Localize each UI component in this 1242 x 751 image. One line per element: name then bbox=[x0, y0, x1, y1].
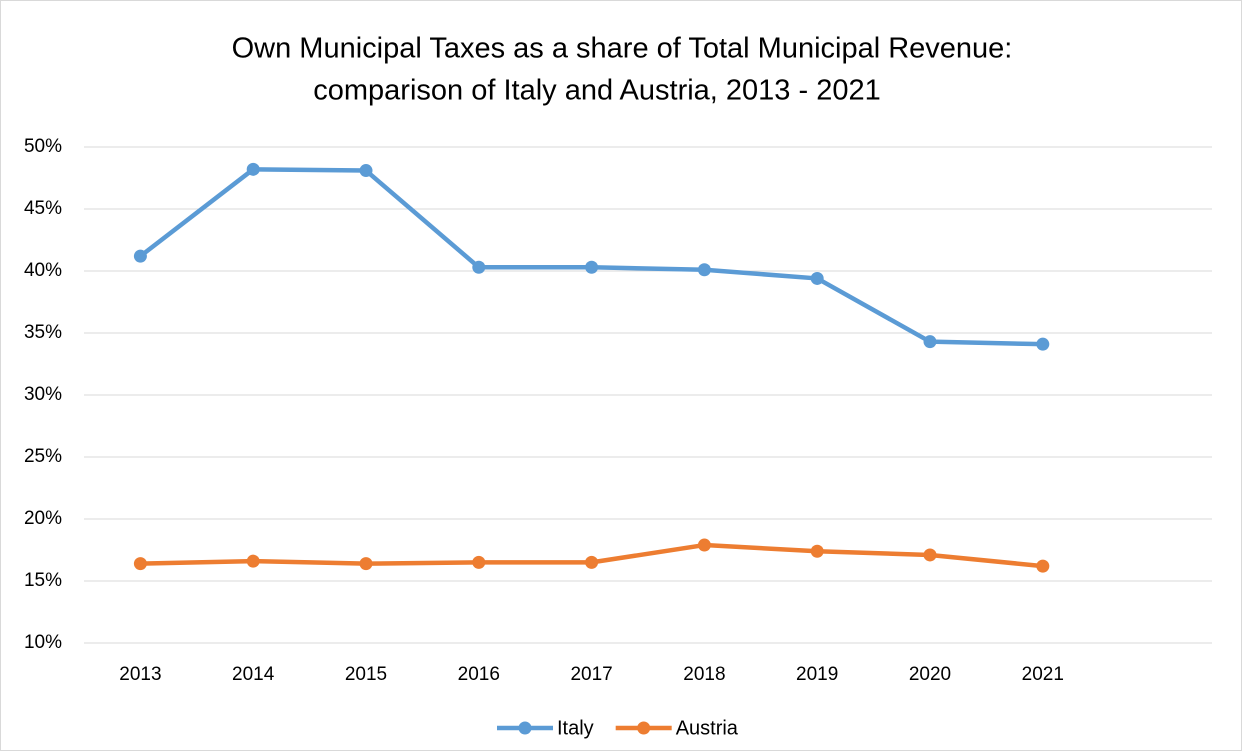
data-point bbox=[810, 271, 824, 285]
x-tick-label: 2016 bbox=[458, 664, 500, 685]
x-tick-label: 2021 bbox=[1022, 664, 1064, 685]
legend-label: Italy bbox=[557, 717, 594, 739]
x-tick-label: 2020 bbox=[909, 664, 951, 685]
y-tick-label: 30% bbox=[24, 384, 62, 405]
data-point bbox=[472, 555, 486, 569]
x-tick-label: 2015 bbox=[345, 664, 387, 685]
legend-marker bbox=[637, 721, 651, 735]
data-point bbox=[133, 557, 147, 571]
y-tick-label: 50% bbox=[24, 136, 62, 157]
data-point bbox=[133, 249, 147, 263]
y-tick-label: 35% bbox=[24, 322, 62, 343]
x-tick-label: 2014 bbox=[232, 664, 275, 685]
data-point bbox=[810, 544, 824, 558]
y-tick-label: 40% bbox=[24, 260, 62, 281]
data-point bbox=[697, 263, 711, 277]
data-point bbox=[246, 554, 260, 568]
x-tick-label: 2017 bbox=[570, 664, 612, 685]
data-point bbox=[585, 260, 599, 274]
x-tick-label: 2019 bbox=[796, 664, 838, 685]
data-point bbox=[1036, 337, 1050, 351]
chart-title: comparison of Italy and Austria, 2013 - … bbox=[313, 75, 880, 107]
y-tick-label: 20% bbox=[24, 508, 62, 529]
data-point bbox=[923, 335, 937, 349]
y-tick-label: 15% bbox=[24, 570, 62, 591]
x-tick-label: 2018 bbox=[683, 664, 725, 685]
data-point bbox=[246, 162, 260, 176]
y-tick-label: 25% bbox=[24, 446, 62, 467]
legend-label: Austria bbox=[676, 717, 739, 739]
data-point bbox=[472, 260, 486, 274]
y-tick-label: 10% bbox=[24, 632, 62, 653]
chart-title: Own Municipal Taxes as a share of Total … bbox=[232, 33, 1013, 65]
y-tick-label: 45% bbox=[24, 198, 62, 219]
x-tick-label: 2013 bbox=[119, 664, 161, 685]
data-point bbox=[359, 557, 373, 571]
data-point bbox=[1036, 559, 1050, 573]
data-point bbox=[697, 538, 711, 552]
data-point bbox=[585, 555, 599, 569]
data-point bbox=[359, 164, 373, 178]
legend-marker bbox=[518, 721, 532, 735]
data-point bbox=[923, 548, 937, 562]
